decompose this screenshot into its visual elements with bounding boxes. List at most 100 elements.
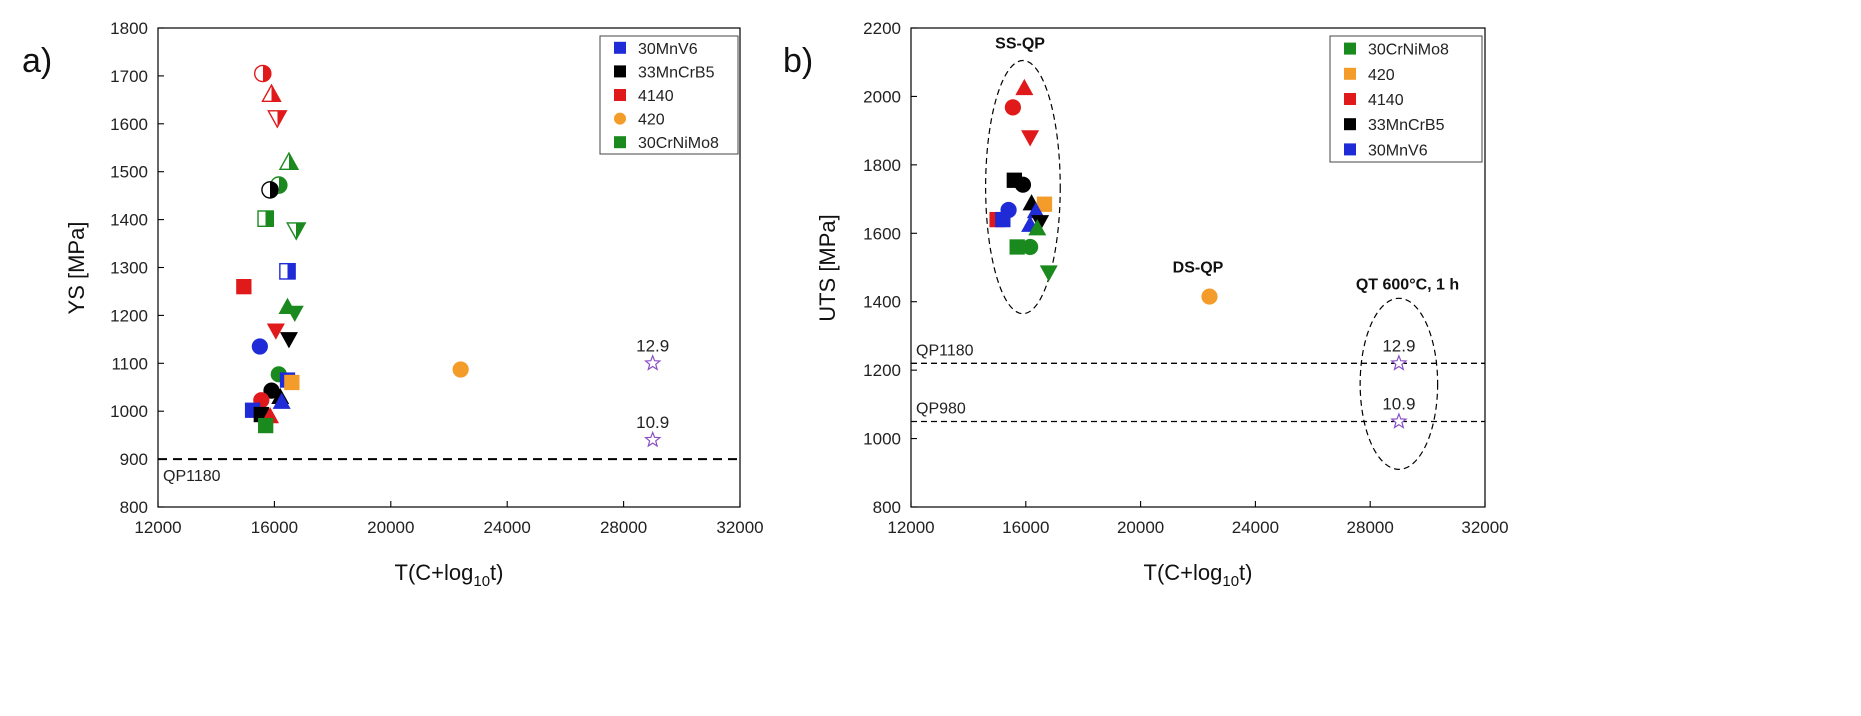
y-axis-title: UTS [MPa]	[815, 214, 840, 322]
annotation-label: QT 600°C, 1 h	[1356, 277, 1459, 294]
data-point	[267, 110, 288, 129]
x-tick-label: 16000	[1002, 518, 1049, 537]
y-tick-label: 1800	[110, 19, 148, 38]
reference-line-label: QP980	[916, 400, 966, 417]
legend-label: 30CrNiMo8	[1368, 42, 1449, 59]
y-tick-label: 2000	[863, 87, 901, 106]
y-tick-label: 1600	[863, 224, 901, 243]
data-point	[1014, 176, 1032, 193]
legend: 30MnV6 33MnCrB5 4140 420 30CrNiMo8	[599, 35, 739, 155]
legend-label: 420	[638, 112, 665, 129]
legend-marker	[614, 65, 626, 78]
data-point	[279, 332, 298, 349]
y-tick-label: 1300	[110, 259, 148, 278]
legend-marker	[1344, 67, 1356, 80]
data-point	[1036, 196, 1053, 212]
legend-label: 33MnCrB5	[1368, 117, 1445, 134]
x-tick-label: 16000	[251, 518, 298, 537]
plot-frame	[910, 27, 1486, 508]
panel-label: a)	[22, 42, 52, 80]
legend-marker	[1344, 118, 1356, 131]
x-tick-label: 32000	[1461, 518, 1508, 537]
y-tick-label: 1800	[863, 156, 901, 175]
y-tick-label: 1400	[863, 293, 901, 312]
data-point	[263, 382, 280, 399]
data-point	[1015, 78, 1034, 96]
data-point	[266, 323, 285, 340]
data-point-star	[1390, 412, 1408, 429]
x-tick-label: 24000	[1232, 518, 1279, 537]
legend-marker	[614, 41, 626, 54]
y-tick-label: 1000	[863, 430, 901, 449]
group-ellipse	[985, 59, 1061, 315]
reference-line-label: QP1180	[163, 468, 221, 485]
data-point-star	[1390, 354, 1408, 371]
data-point	[261, 83, 282, 103]
data-point	[284, 374, 300, 391]
data-point	[1022, 238, 1039, 256]
legend-marker	[614, 89, 626, 101]
x-tick-label: 20000	[1117, 518, 1164, 537]
x-tick-label: 12000	[134, 518, 181, 537]
legend-label: 4140	[1368, 92, 1404, 109]
panel-label: b)	[783, 42, 813, 80]
x-tick-label: 24000	[484, 518, 531, 537]
y-tick-label: 1200	[863, 361, 901, 380]
y-tick-label: 1600	[110, 115, 148, 134]
data-point	[279, 262, 296, 280]
legend-label: 30MnV6	[638, 41, 698, 58]
legend-label: 420	[1368, 67, 1395, 84]
data-point	[236, 279, 252, 295]
data-label: 12.9	[636, 336, 669, 355]
data-label: 10.9	[1382, 394, 1415, 413]
y-tick-label: 800	[873, 498, 901, 517]
data-point	[1201, 288, 1218, 305]
y-tick-label: 1000	[110, 402, 148, 421]
y-tick-label: 1100	[111, 354, 148, 373]
legend-marker	[1344, 143, 1356, 156]
panel-b: b) 800 1000 1200 1400 1600 1800 2000 2200 12000 16…	[783, 19, 1509, 590]
data-point	[278, 151, 300, 171]
data-point	[285, 305, 304, 323]
x-axis-title: T(C+log10t)	[395, 560, 504, 590]
x-tick-label: 28000	[600, 518, 647, 537]
legend-marker	[1344, 42, 1356, 55]
data-point	[1004, 99, 1021, 116]
y-tick-label: 1700	[110, 67, 148, 86]
data-point	[452, 361, 469, 378]
data-point	[1021, 130, 1040, 147]
reference-line-label: QP1180	[916, 342, 974, 359]
y-tick-label: 900	[120, 450, 148, 469]
data-point-star	[643, 430, 662, 448]
annotation-label: DS-QP	[1173, 260, 1224, 277]
data-point	[286, 222, 307, 241]
legend-label: 30MnV6	[1368, 142, 1428, 159]
data-point	[1028, 219, 1047, 236]
legend-marker	[1344, 93, 1356, 105]
data-point	[995, 211, 1011, 228]
data-point	[253, 64, 272, 83]
data-point	[1026, 202, 1045, 219]
data-point	[257, 210, 275, 227]
panel-a: a) 800 900 1000 1100 1200 1300 1400 1500 1600 1700…	[22, 19, 764, 590]
legend-label: 30CrNiMo8	[638, 135, 719, 152]
x-tick-label: 20000	[367, 518, 414, 537]
annotation-label: SS-QP	[995, 36, 1045, 53]
x-axis-title: T(C+log10t)	[1144, 560, 1253, 590]
x-tick-label: 32000	[716, 518, 763, 537]
data-label: 12.9	[1382, 336, 1415, 355]
legend-label: 33MnCrB5	[638, 64, 715, 81]
legend: 30CrNiMo8 420 4140 33MnCrB5 30MnV6	[1329, 35, 1483, 163]
y-tick-label: 1500	[110, 163, 148, 182]
y-tick-label: 1400	[110, 211, 148, 230]
data-point	[1039, 265, 1058, 282]
y-tick-label: 2200	[863, 19, 901, 38]
data-point	[1009, 239, 1025, 255]
x-tick-label: 12000	[887, 518, 934, 537]
data-point	[261, 181, 279, 199]
legend-marker	[614, 136, 626, 149]
group-ellipse	[1359, 297, 1439, 470]
data-point	[1031, 215, 1050, 232]
data-label: 10.9	[636, 413, 669, 432]
